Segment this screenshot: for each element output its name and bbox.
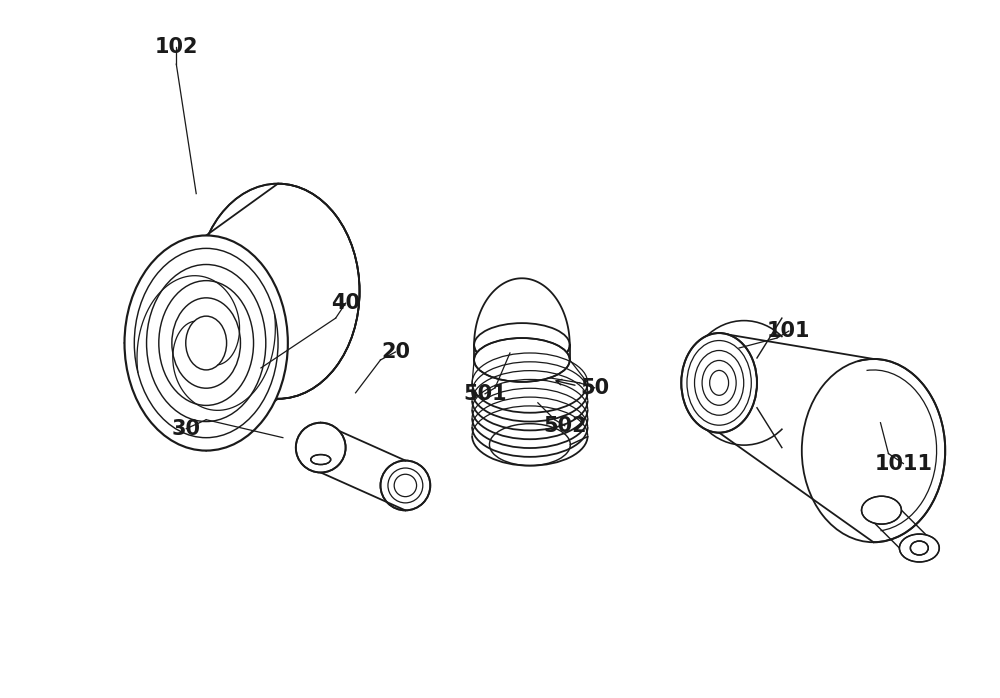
Text: 501: 501	[463, 384, 507, 404]
Ellipse shape	[862, 496, 901, 524]
Ellipse shape	[802, 359, 945, 542]
Text: 30: 30	[172, 419, 201, 438]
Text: 101: 101	[767, 321, 811, 341]
Text: 1011: 1011	[874, 454, 932, 473]
Ellipse shape	[474, 323, 570, 367]
Ellipse shape	[196, 184, 360, 399]
Ellipse shape	[380, 461, 430, 510]
Ellipse shape	[910, 541, 928, 555]
Text: 50: 50	[580, 378, 609, 398]
Ellipse shape	[681, 333, 757, 433]
Ellipse shape	[899, 534, 939, 562]
Text: 40: 40	[331, 293, 360, 313]
Ellipse shape	[296, 423, 346, 473]
Ellipse shape	[311, 454, 331, 465]
Ellipse shape	[125, 235, 288, 451]
Text: 502: 502	[543, 416, 587, 436]
Text: 102: 102	[155, 37, 198, 57]
Ellipse shape	[474, 338, 570, 382]
Text: 20: 20	[381, 342, 410, 362]
